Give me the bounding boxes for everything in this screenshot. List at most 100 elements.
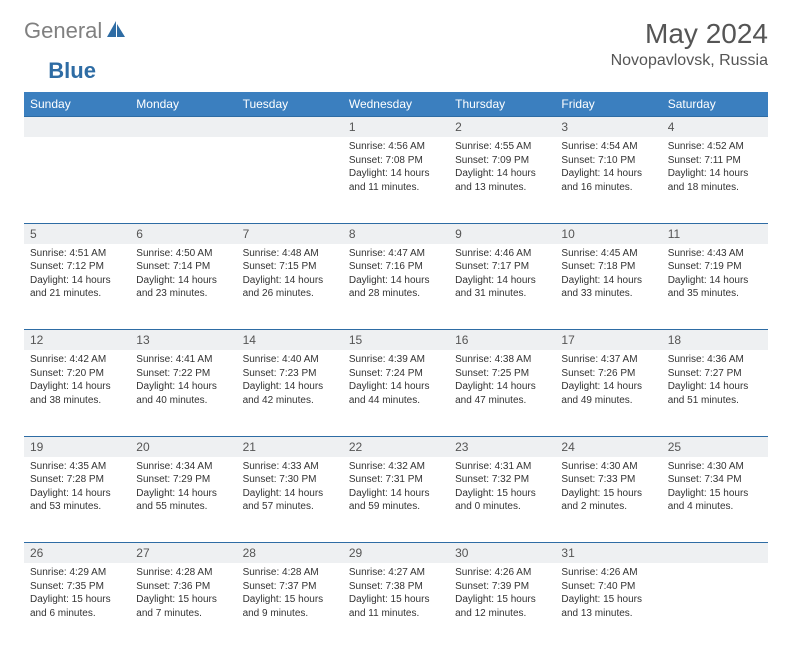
day-number: 12 bbox=[24, 330, 130, 350]
day-data-row: Sunrise: 4:56 AMSunset: 7:08 PMDaylight:… bbox=[24, 137, 768, 223]
day-details: Sunrise: 4:47 AMSunset: 7:16 PMDaylight:… bbox=[343, 244, 449, 307]
day-ss: Sunset: 7:26 PM bbox=[561, 367, 655, 381]
day-number-cell bbox=[130, 117, 236, 138]
day-ss: Sunset: 7:17 PM bbox=[455, 260, 549, 274]
day-sr: Sunrise: 4:37 AM bbox=[561, 353, 655, 367]
day-number: 8 bbox=[343, 224, 449, 244]
day-d1: Daylight: 15 hours bbox=[243, 593, 337, 607]
day-details: Sunrise: 4:51 AMSunset: 7:12 PMDaylight:… bbox=[24, 244, 130, 307]
day-data-cell: Sunrise: 4:30 AMSunset: 7:34 PMDaylight:… bbox=[662, 457, 768, 543]
day-details: Sunrise: 4:37 AMSunset: 7:26 PMDaylight:… bbox=[555, 350, 661, 413]
day-d1: Daylight: 14 hours bbox=[455, 274, 549, 288]
day-data-cell bbox=[237, 137, 343, 223]
day-data-cell: Sunrise: 4:46 AMSunset: 7:17 PMDaylight:… bbox=[449, 244, 555, 330]
day-data-cell bbox=[24, 137, 130, 223]
day-number: 15 bbox=[343, 330, 449, 350]
day-details: Sunrise: 4:45 AMSunset: 7:18 PMDaylight:… bbox=[555, 244, 661, 307]
day-details: Sunrise: 4:50 AMSunset: 7:14 PMDaylight:… bbox=[130, 244, 236, 307]
day-d1: Daylight: 14 hours bbox=[349, 167, 443, 181]
day-number-cell: 6 bbox=[130, 223, 236, 244]
day-d2: and 35 minutes. bbox=[668, 287, 762, 301]
day-data-cell: Sunrise: 4:28 AMSunset: 7:37 PMDaylight:… bbox=[237, 563, 343, 649]
day-d2: and 40 minutes. bbox=[136, 394, 230, 408]
day-d2: and 11 minutes. bbox=[349, 607, 443, 621]
day-details: Sunrise: 4:56 AMSunset: 7:08 PMDaylight:… bbox=[343, 137, 449, 200]
day-data-cell bbox=[662, 563, 768, 649]
day-number-cell: 19 bbox=[24, 436, 130, 457]
day-d1: Daylight: 15 hours bbox=[668, 487, 762, 501]
day-number-cell: 13 bbox=[130, 330, 236, 351]
day-data-cell: Sunrise: 4:28 AMSunset: 7:36 PMDaylight:… bbox=[130, 563, 236, 649]
day-d1: Daylight: 14 hours bbox=[243, 487, 337, 501]
day-d1: Daylight: 14 hours bbox=[349, 274, 443, 288]
day-d1: Daylight: 14 hours bbox=[30, 274, 124, 288]
day-d2: and 57 minutes. bbox=[243, 500, 337, 514]
day-details: Sunrise: 4:36 AMSunset: 7:27 PMDaylight:… bbox=[662, 350, 768, 413]
day-data-cell: Sunrise: 4:38 AMSunset: 7:25 PMDaylight:… bbox=[449, 350, 555, 436]
day-number-cell: 15 bbox=[343, 330, 449, 351]
weekday-header: Thursday bbox=[449, 92, 555, 117]
day-number-cell: 8 bbox=[343, 223, 449, 244]
day-d1: Daylight: 14 hours bbox=[561, 380, 655, 394]
day-d2: and 49 minutes. bbox=[561, 394, 655, 408]
day-number-cell: 28 bbox=[237, 543, 343, 564]
day-details: Sunrise: 4:42 AMSunset: 7:20 PMDaylight:… bbox=[24, 350, 130, 413]
day-data-cell: Sunrise: 4:45 AMSunset: 7:18 PMDaylight:… bbox=[555, 244, 661, 330]
day-d1: Daylight: 14 hours bbox=[30, 487, 124, 501]
day-details: Sunrise: 4:27 AMSunset: 7:38 PMDaylight:… bbox=[343, 563, 449, 626]
day-details: Sunrise: 4:48 AMSunset: 7:15 PMDaylight:… bbox=[237, 244, 343, 307]
day-sr: Sunrise: 4:45 AM bbox=[561, 247, 655, 261]
day-sr: Sunrise: 4:52 AM bbox=[668, 140, 762, 154]
day-data-cell: Sunrise: 4:40 AMSunset: 7:23 PMDaylight:… bbox=[237, 350, 343, 436]
day-number: 24 bbox=[555, 437, 661, 457]
day-d2: and 4 minutes. bbox=[668, 500, 762, 514]
day-details: Sunrise: 4:41 AMSunset: 7:22 PMDaylight:… bbox=[130, 350, 236, 413]
day-data-cell: Sunrise: 4:56 AMSunset: 7:08 PMDaylight:… bbox=[343, 137, 449, 223]
day-sr: Sunrise: 4:27 AM bbox=[349, 566, 443, 580]
day-ss: Sunset: 7:24 PM bbox=[349, 367, 443, 381]
day-number: 6 bbox=[130, 224, 236, 244]
daynum-row: 1234 bbox=[24, 117, 768, 138]
sail-icon bbox=[106, 18, 126, 44]
day-number-cell: 1 bbox=[343, 117, 449, 138]
day-sr: Sunrise: 4:55 AM bbox=[455, 140, 549, 154]
day-data-cell: Sunrise: 4:31 AMSunset: 7:32 PMDaylight:… bbox=[449, 457, 555, 543]
day-d2: and 6 minutes. bbox=[30, 607, 124, 621]
day-d2: and 13 minutes. bbox=[561, 607, 655, 621]
day-data-row: Sunrise: 4:51 AMSunset: 7:12 PMDaylight:… bbox=[24, 244, 768, 330]
day-number-cell: 24 bbox=[555, 436, 661, 457]
brand-blue: Blue bbox=[48, 58, 96, 84]
day-d1: Daylight: 14 hours bbox=[349, 487, 443, 501]
day-ss: Sunset: 7:18 PM bbox=[561, 260, 655, 274]
day-sr: Sunrise: 4:54 AM bbox=[561, 140, 655, 154]
day-d1: Daylight: 14 hours bbox=[30, 380, 124, 394]
day-number-cell: 26 bbox=[24, 543, 130, 564]
day-d1: Daylight: 14 hours bbox=[349, 380, 443, 394]
day-sr: Sunrise: 4:50 AM bbox=[136, 247, 230, 261]
day-number: 16 bbox=[449, 330, 555, 350]
day-number: 1 bbox=[343, 117, 449, 137]
day-d2: and 59 minutes. bbox=[349, 500, 443, 514]
day-d2: and 28 minutes. bbox=[349, 287, 443, 301]
day-number: 20 bbox=[130, 437, 236, 457]
day-details: Sunrise: 4:30 AMSunset: 7:33 PMDaylight:… bbox=[555, 457, 661, 520]
day-details: Sunrise: 4:30 AMSunset: 7:34 PMDaylight:… bbox=[662, 457, 768, 520]
day-number-cell: 2 bbox=[449, 117, 555, 138]
weekday-header: Tuesday bbox=[237, 92, 343, 117]
brand-logo: General bbox=[24, 18, 128, 44]
day-ss: Sunset: 7:31 PM bbox=[349, 473, 443, 487]
day-data-cell bbox=[130, 137, 236, 223]
day-data-cell: Sunrise: 4:42 AMSunset: 7:20 PMDaylight:… bbox=[24, 350, 130, 436]
day-number: 7 bbox=[237, 224, 343, 244]
day-data-cell: Sunrise: 4:52 AMSunset: 7:11 PMDaylight:… bbox=[662, 137, 768, 223]
day-d1: Daylight: 14 hours bbox=[455, 167, 549, 181]
day-number: 22 bbox=[343, 437, 449, 457]
day-sr: Sunrise: 4:31 AM bbox=[455, 460, 549, 474]
day-sr: Sunrise: 4:26 AM bbox=[561, 566, 655, 580]
day-ss: Sunset: 7:34 PM bbox=[668, 473, 762, 487]
day-number-cell: 21 bbox=[237, 436, 343, 457]
day-number: 26 bbox=[24, 543, 130, 563]
day-number: 21 bbox=[237, 437, 343, 457]
day-ss: Sunset: 7:40 PM bbox=[561, 580, 655, 594]
day-d2: and 12 minutes. bbox=[455, 607, 549, 621]
